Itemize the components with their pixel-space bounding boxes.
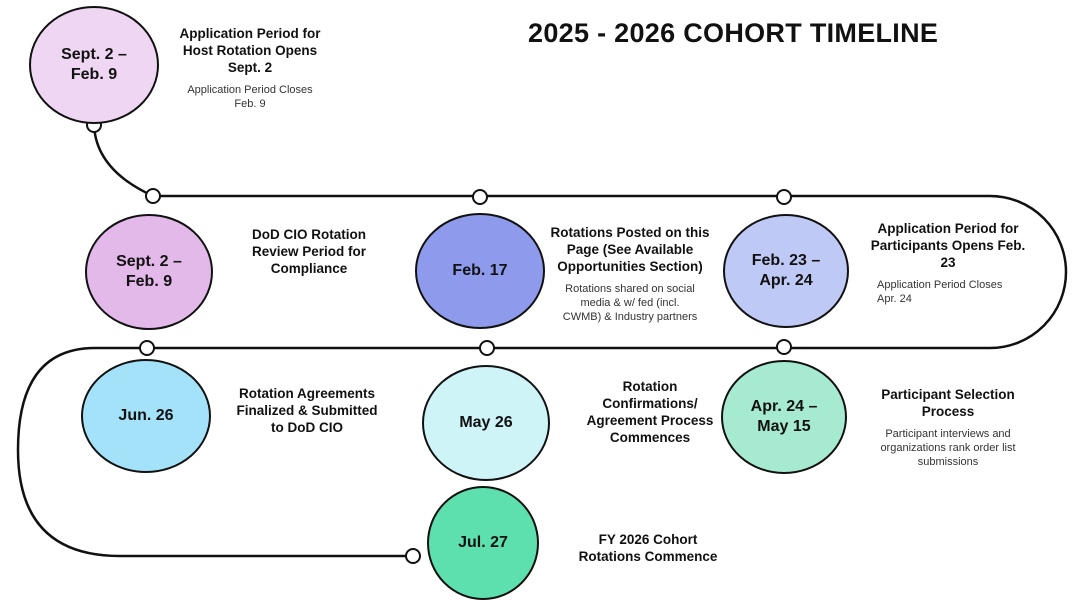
page-title: 2025 - 2026 COHORT TIMELINE bbox=[528, 18, 939, 48]
milestone-date: Feb. 17 bbox=[452, 262, 508, 279]
milestone-circle bbox=[721, 360, 847, 474]
milestone-description: Application Period for Host Rotation Ope… bbox=[158, 25, 342, 111]
milestone-heading: Application Period for Host Rotation Ope… bbox=[179, 26, 321, 75]
milestone-description: DoD CIO Rotation Review Period for Compl… bbox=[220, 226, 398, 277]
node-dot bbox=[472, 189, 488, 205]
milestone-heading: DoD CIO Rotation Review Period for Compl… bbox=[251, 227, 367, 276]
milestone-description: Rotations Posted on this Page (See Avail… bbox=[532, 224, 728, 324]
node-dot bbox=[776, 189, 792, 205]
milestone-date: Apr. 24 – May 15 bbox=[750, 398, 818, 435]
node-dot bbox=[776, 339, 792, 355]
milestone-heading: Rotation Agreements Finalized & Submitte… bbox=[236, 386, 378, 435]
milestone-description: FY 2026 Cohort Rotations Commence bbox=[558, 531, 738, 565]
milestone-heading: Participant Selection Process bbox=[881, 387, 1015, 419]
milestone-heading: FY 2026 Cohort Rotations Commence bbox=[578, 532, 718, 564]
milestone-note: Participant interviews and organizations… bbox=[880, 428, 1016, 468]
milestone-heading: Rotations Posted on this Page (See Avail… bbox=[550, 225, 710, 274]
milestone-circle bbox=[422, 365, 550, 481]
milestone-heading: Application Period for Participants Open… bbox=[870, 221, 1026, 270]
node-dot bbox=[405, 548, 421, 564]
milestone-circle bbox=[85, 214, 213, 330]
milestone-date: May 26 bbox=[459, 414, 513, 431]
milestone-description: Rotation Confirmations/ Agreement Proces… bbox=[560, 378, 740, 446]
milestone-date: Jun. 26 bbox=[118, 407, 174, 424]
milestone-description: Application Period for Participants Open… bbox=[850, 220, 1046, 306]
milestone-circle bbox=[415, 213, 545, 329]
milestone-date: Sept. 2 – Feb. 9 bbox=[116, 253, 182, 290]
milestone-date: Feb. 23 – Apr. 24 bbox=[751, 252, 821, 289]
connector-line bbox=[16, 124, 1068, 558]
milestone-heading: Rotation Confirmations/ Agreement Proces… bbox=[586, 379, 714, 445]
milestone-note: Rotations shared on social media & w/ fe… bbox=[562, 283, 698, 323]
milestone-description: Participant Selection Process Participan… bbox=[850, 386, 1046, 469]
milestone-note: Application Period Closes Apr. 24 bbox=[877, 279, 1003, 305]
node-dot bbox=[145, 188, 161, 204]
milestone-circle bbox=[29, 6, 159, 124]
milestone-circle bbox=[723, 214, 849, 328]
milestone-description: Rotation Agreements Finalized & Submitte… bbox=[212, 385, 402, 436]
milestone-note: Application Period Closes Feb. 9 bbox=[187, 84, 313, 110]
node-dot bbox=[479, 340, 495, 356]
node-dot bbox=[139, 340, 155, 356]
milestone-date: Sept. 2 – Feb. 9 bbox=[61, 46, 127, 83]
milestone-circle bbox=[427, 486, 539, 600]
milestone-date: Jul. 27 bbox=[458, 534, 508, 551]
milestone-circle bbox=[81, 359, 211, 473]
